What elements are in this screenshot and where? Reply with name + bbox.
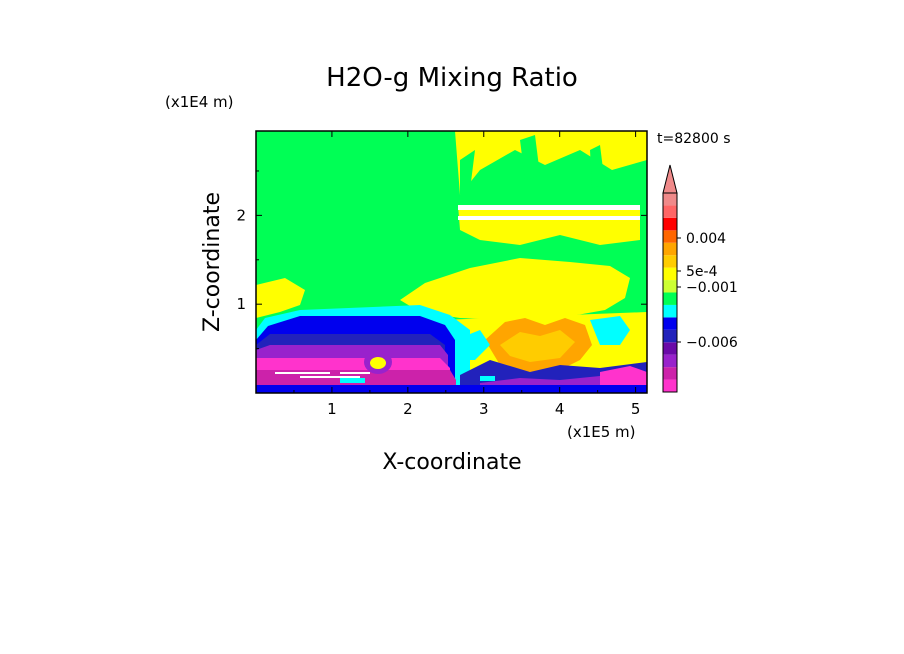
x-tick-label: 1 (327, 400, 337, 418)
colorbar-segment (663, 280, 677, 293)
time-label: t=82800 s (657, 131, 731, 147)
left-yellow-region (256, 278, 305, 318)
colorbar-label: −0.006 (686, 335, 738, 351)
colorbar-extend-arrow (662, 164, 678, 194)
colorbar-segment (663, 205, 677, 218)
x-tick-label: 2 (403, 400, 413, 418)
colorbar-segment (663, 379, 677, 392)
x-tick-label: 4 (555, 400, 565, 418)
chart-title: H2O-g Mixing Ratio (326, 63, 578, 93)
colorbar-segment (663, 230, 677, 243)
y-axis-ticks: 12 (236, 170, 647, 350)
colorbar: 0.004 5e-4−0.001 −0.006 (662, 164, 738, 393)
x-axis-label: X-coordinate (382, 450, 521, 475)
colorbar-segment (663, 367, 677, 380)
colorbar-segment (663, 255, 677, 268)
colorbar-segment (663, 342, 677, 355)
x-tick-label: 5 (631, 400, 641, 418)
main-yellow-cloud (400, 258, 630, 320)
colorbar-label: 0.004 (686, 231, 726, 247)
x-axis-ticks: 1 2 3 4 5 (293, 131, 641, 418)
colorbar-label: 5e-4 (686, 264, 718, 280)
plot-frame (255, 130, 648, 394)
colorbar-segment (663, 242, 677, 256)
y-tick-label: 2 (236, 206, 246, 224)
colorbar-segment (663, 292, 677, 305)
colorbar-segment (663, 193, 677, 206)
x-scale-label: (x1E5 m) (567, 423, 636, 441)
colorbar-segment (663, 317, 677, 330)
colorbar-segment (663, 329, 677, 343)
white-streak-bottom (458, 216, 640, 220)
colorbar-label: −0.001 (686, 280, 738, 296)
cyan-patch-right (590, 316, 630, 345)
contour-field (256, 131, 647, 393)
white-streak-top (458, 205, 640, 210)
colorbar-segment (663, 354, 677, 368)
y-tick-label: 1 (236, 295, 246, 313)
y-axis-label: Z-coordinate (200, 192, 225, 332)
middle-yellow-band (458, 205, 640, 245)
y-scale-label: (x1E4 m) (165, 93, 234, 111)
x-tick-label: 3 (479, 400, 489, 418)
colorbar-segment (663, 267, 677, 281)
colorbar-segment (663, 217, 677, 231)
colorbar-segment (663, 304, 677, 318)
